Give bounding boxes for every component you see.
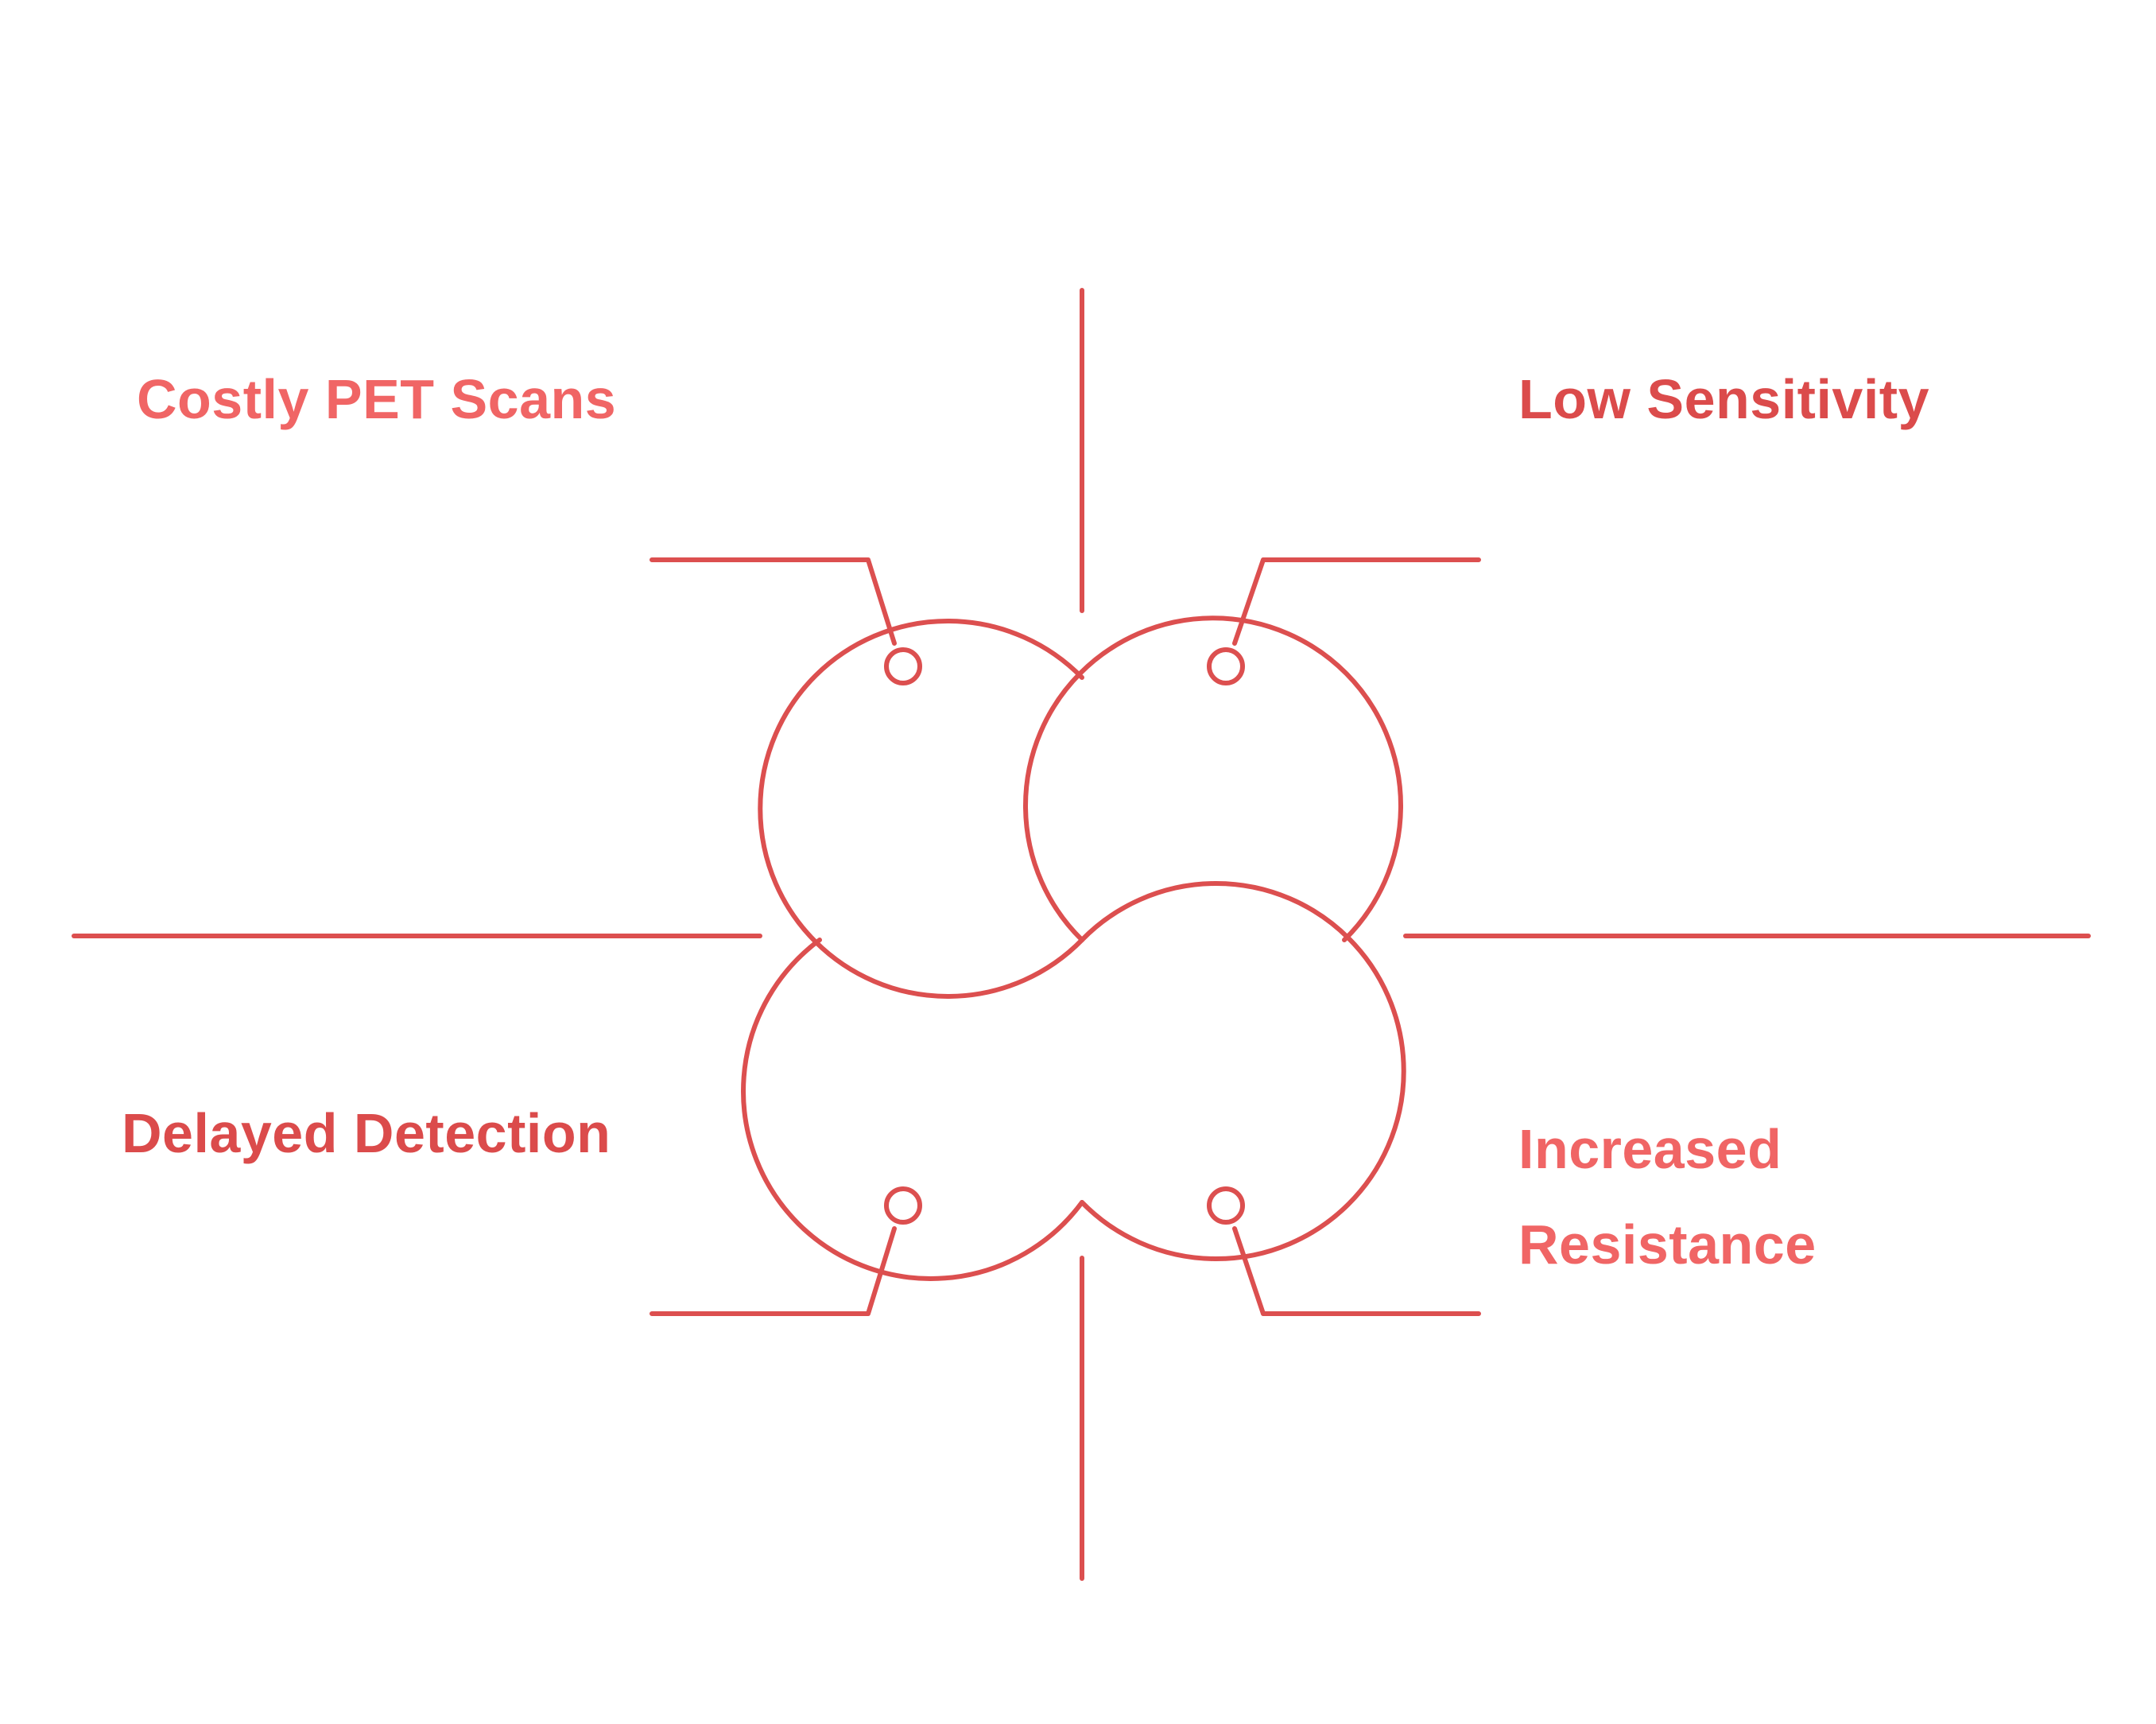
label-increased-resistance: Increased Resistance xyxy=(1518,1101,1817,1292)
circle-bottom-left xyxy=(741,938,1084,1281)
label-increased-resistance-line1: Increased xyxy=(1518,1118,1782,1180)
callout-dot-bottom-right xyxy=(1207,1186,1245,1225)
callout-leader-bottom-left xyxy=(650,1226,897,1316)
callout-dot-top-right xyxy=(1207,647,1245,685)
label-delayed-detection: Delayed Detection xyxy=(122,1102,611,1164)
callout-leader-top-right xyxy=(1232,557,1481,646)
label-low-sensitivity: Low Sensitivity xyxy=(1518,368,1930,430)
circle-bottom-right xyxy=(1080,881,1406,1261)
circle-top-left xyxy=(758,619,1084,999)
callout-dot-top-left xyxy=(884,647,922,685)
callout-leader-bottom-right xyxy=(1232,1226,1481,1316)
label-costly-pet-scans: Costly PET Scans xyxy=(137,368,617,430)
callout-dot-bottom-left xyxy=(884,1186,922,1225)
callout-leader-top-left xyxy=(650,557,897,646)
circle-top-right xyxy=(1023,615,1403,942)
label-increased-resistance-line2: Resistance xyxy=(1518,1213,1817,1276)
